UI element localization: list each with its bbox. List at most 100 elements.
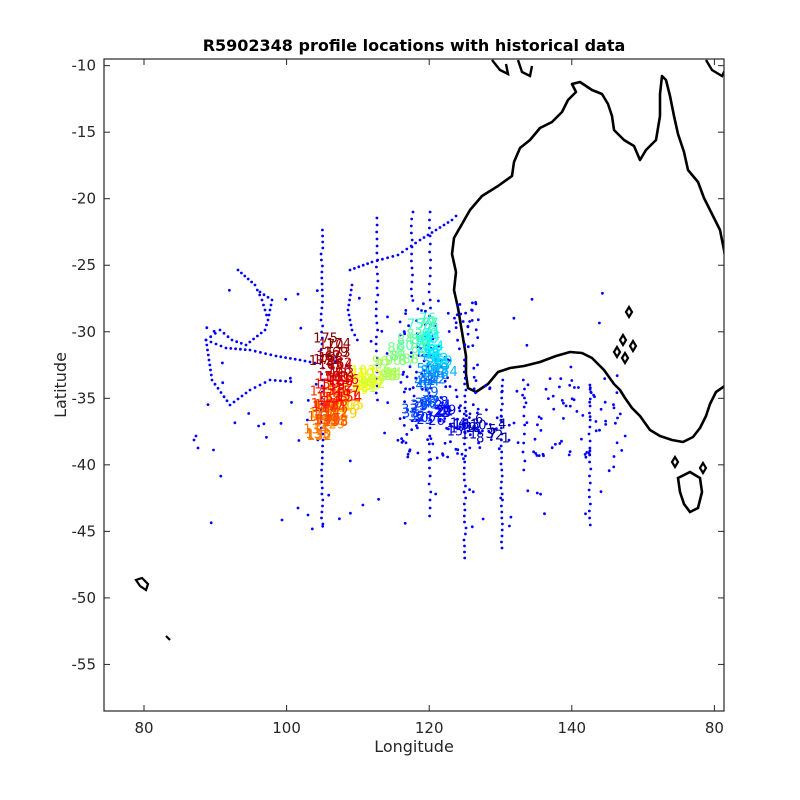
profile-number: 78 [420,320,437,335]
historical-point [409,224,413,228]
historical-point [411,273,414,277]
profile-number: 118 [326,391,351,406]
historical-point [439,358,443,362]
historical-point [570,379,574,382]
historical-point [206,403,210,406]
historical-point [462,370,466,374]
historical-point [233,421,237,425]
historical-point [466,345,470,349]
historical-point [564,404,568,408]
historical-point [406,452,410,456]
historical-point [410,280,414,284]
historical-point [319,420,323,424]
historical-point [262,293,266,297]
historical-point [411,299,415,302]
historical-point [575,410,579,413]
x-tick-label: 100 [272,719,301,737]
historical-point [429,437,433,440]
historical-point [577,386,580,389]
historical-point [463,508,467,512]
profile-number: 106 [355,378,380,393]
profile-number: 159 [320,379,345,394]
historical-point [402,370,405,374]
profile-number: 28 [432,395,449,410]
historical-point [410,266,414,270]
historical-point [269,353,273,357]
profile-number: 81 [411,333,428,348]
profile-number: 87 [399,354,416,369]
historical-point [523,432,526,436]
historical-point [465,414,468,417]
historical-point [376,293,380,297]
profile-number: 80 [397,339,414,354]
historical-point [258,293,262,297]
profile-number: 155 [316,370,341,385]
historical-point [320,426,323,430]
historical-point [507,423,511,427]
historical-point [320,258,323,262]
historical-point [500,432,504,436]
historical-point [209,340,213,344]
historical-point [204,338,208,342]
profile-number: 150 [314,378,339,393]
historical-point [468,320,471,323]
historical-point [501,498,504,502]
historical-point [447,330,451,333]
historical-point [327,493,331,497]
historical-point [415,370,418,374]
historical-point [559,377,563,380]
y-tick-label: -45 [72,522,97,540]
historical-point [437,299,440,303]
historical-point [623,434,627,438]
historical-point [348,298,351,302]
historical-point [463,556,467,560]
historical-point [319,312,323,316]
profile-number: 152 [329,380,354,395]
historical-point [588,397,592,401]
historical-point [463,544,466,548]
historical-point [374,391,378,395]
historical-point [434,492,438,496]
historical-point [405,433,409,436]
historical-point [403,521,407,525]
historical-point [398,320,402,324]
coastline-island [618,332,628,348]
profile-number: 74 [424,330,441,345]
historical-point [321,498,325,502]
profile-number: 143 [314,398,339,413]
historical-point [599,490,603,493]
profile-number: 109 [344,383,369,398]
historical-point [463,377,467,380]
profile-number: 167 [316,350,341,365]
historical-point [424,309,427,313]
historical-point [430,334,434,338]
historical-point [374,314,378,318]
historical-point [587,432,591,436]
historical-point [584,512,587,516]
historical-point [567,453,571,457]
historical-point [214,342,218,346]
historical-point [415,332,419,336]
historical-point [524,401,528,405]
historical-point [462,538,466,542]
historical-point [454,326,458,329]
historical-point [500,504,503,508]
historical-point [615,441,619,445]
profile-number: 165 [318,358,343,373]
historical-point [404,441,408,445]
historical-point [471,344,475,347]
historical-point [603,377,607,380]
historical-point [428,498,432,502]
historical-point [338,517,341,521]
profile-number: 102 [360,377,385,392]
historical-point [471,403,475,407]
historical-point [296,506,300,510]
historical-point [421,374,425,378]
historical-point [500,540,503,544]
historical-point [598,428,601,432]
historical-point [374,342,378,346]
historical-point [501,402,504,406]
historical-point [270,298,274,302]
historical-point [409,287,413,291]
